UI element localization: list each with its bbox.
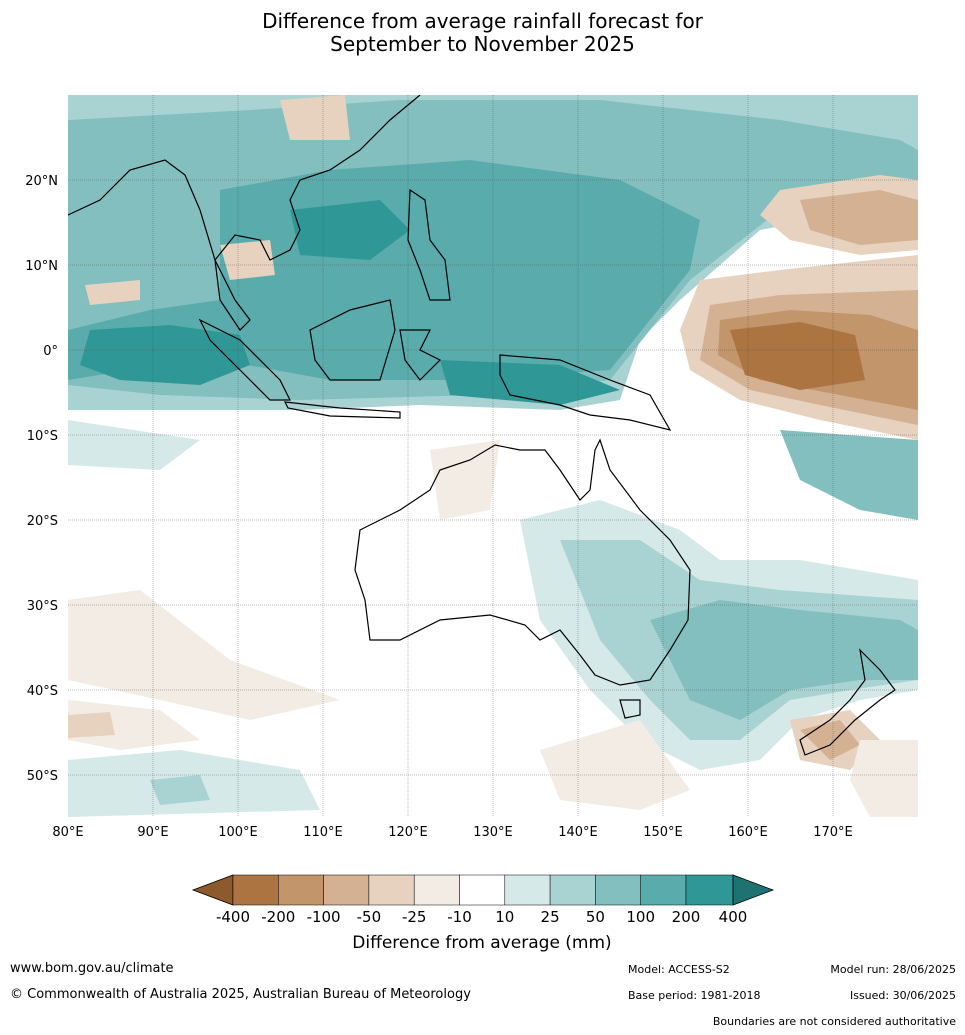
footer-disclaimer: Boundaries are not considered authoritat… — [712, 1015, 956, 1028]
graticule — [68, 95, 918, 817]
footer-copyright: © Commonwealth of Australia 2025, Austra… — [10, 987, 471, 1002]
colorbar-swatch — [368, 874, 415, 906]
lon-tick-label: 80°E — [52, 825, 83, 840]
footer-issued: Issued: 30/06/2025 — [849, 989, 956, 1002]
lon-tick-label: 130°E — [473, 825, 513, 840]
australia-coastline — [354, 438, 691, 686]
footer-model-run: Model run: 28/06/2025 — [830, 963, 956, 976]
lon-tick-label: 170°E — [813, 825, 853, 840]
lat-tick-label: 0° — [43, 344, 58, 359]
footer-url[interactable]: www.bom.gov.au/climate — [10, 961, 174, 976]
lon-tick-label: 150°E — [643, 825, 683, 840]
colorbar-swatch — [323, 874, 370, 906]
lon-tick-label: 100°E — [218, 825, 258, 840]
colorbar-swatch — [278, 874, 324, 906]
title-line-1: Difference from average rainfall forecas… — [262, 9, 703, 33]
lon-tick-label: 160°E — [728, 825, 768, 840]
new-guinea-coastline — [499, 354, 672, 431]
coastlines — [68, 95, 896, 756]
title-line-2: September to November 2025 — [330, 32, 635, 56]
lat-tick-label: 10°S — [27, 429, 58, 444]
lat-tick-label: 50°S — [27, 769, 58, 784]
colorbar-label: -200 — [261, 908, 295, 926]
colorbar-swatch — [232, 874, 279, 906]
colorbar-swatch — [640, 874, 687, 906]
colorbar-swatch — [549, 874, 596, 906]
colorbar-swatch — [413, 874, 460, 906]
new-zealand-coastline — [799, 648, 896, 756]
sumatra-coastline — [198, 318, 291, 401]
colorbar-label: -10 — [447, 908, 472, 926]
colorbar-max-extend — [732, 874, 775, 906]
map-title: Difference from average rainfall forecas… — [0, 10, 965, 56]
tasmania-coastline — [619, 699, 641, 719]
asia-coastline — [68, 95, 421, 331]
sulawesi-coastline — [399, 329, 442, 381]
colorbar-swatch — [459, 874, 506, 906]
colorbar: -400 -200 -100 -50 -25 -10 10 25 50 100 … — [191, 874, 775, 953]
java-coastline — [283, 401, 401, 419]
colorbar-label: 10 — [495, 908, 514, 926]
colorbar-label: 200 — [672, 908, 701, 926]
philippines-coastline — [407, 188, 451, 301]
colorbar-swatch — [504, 874, 551, 906]
colorbar-label: -25 — [402, 908, 427, 926]
lat-tick-label: 40°S — [27, 684, 58, 699]
lon-tick-label: 90°E — [137, 825, 168, 840]
lon-tick-label: 140°E — [558, 825, 598, 840]
lon-tick-label: 110°E — [303, 825, 343, 840]
lon-tick-labels: 80°E 90°E 100°E 110°E 120°E 130°E 140°E … — [52, 825, 852, 840]
colorbar-swatch — [685, 874, 734, 906]
colorbar-label: 50 — [586, 908, 605, 926]
lat-tick-label: 10°N — [25, 259, 58, 274]
colorbar-label: -400 — [216, 908, 250, 926]
footer-base-period: Base period: 1981-2018 — [628, 989, 761, 1002]
colorbar-label: -100 — [307, 908, 341, 926]
colorbar-min-extend — [191, 874, 234, 906]
colorbar-label: -50 — [357, 908, 382, 926]
footer-model: Model: ACCESS-S2 — [628, 963, 730, 976]
colorbar-title: Difference from average (mm) — [352, 933, 611, 953]
colorbar-label: 25 — [541, 908, 560, 926]
lat-tick-label: 20°S — [27, 514, 58, 529]
colorbar-swatch — [595, 874, 641, 906]
lat-tick-label: 20°N — [25, 174, 58, 189]
lat-tick-label: 30°S — [27, 599, 58, 614]
lat-tick-labels: 20°N 10°N 0° 10°S 20°S 30°S 40°S 50°S — [25, 174, 58, 784]
borneo-coastline — [309, 299, 396, 381]
colorbar-label: 100 — [626, 908, 655, 926]
lon-tick-label: 120°E — [388, 825, 428, 840]
colorbar-label: 400 — [719, 908, 748, 926]
